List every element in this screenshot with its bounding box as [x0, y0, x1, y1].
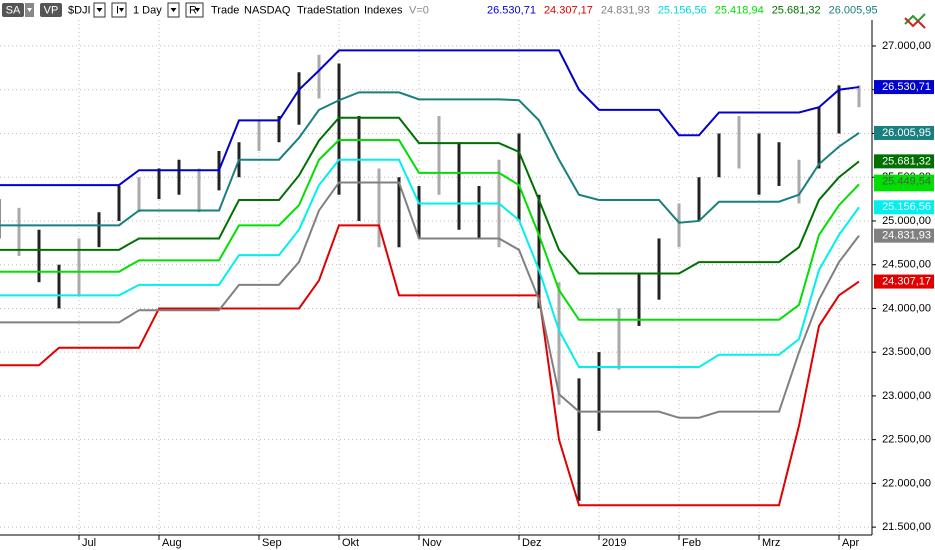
channel-line [0, 139, 860, 321]
dropdown-arrow [119, 8, 124, 12]
icon-up [904, 13, 926, 25]
session: Trade [211, 4, 239, 16]
x-tick-label: Sep [262, 537, 282, 549]
value-tag: 25.681,32 [882, 155, 931, 167]
value-tag: 26.530,71 [882, 81, 931, 93]
symbol[interactable]: $DJI [68, 4, 91, 16]
channel-line [0, 158, 860, 369]
legend-value: 26.530,71 [487, 4, 536, 16]
price-tag-bg [874, 174, 934, 189]
data-source: TradeStation [297, 4, 360, 16]
i-label[interactable]: I [116, 4, 119, 16]
x-tick-label: Nov [422, 537, 442, 549]
value-tag-bg [874, 274, 934, 289]
grid [0, 20, 872, 535]
sa-button[interactable] [2, 3, 24, 17]
y-tick-label: 23.000,00 [882, 390, 931, 402]
vp-label[interactable]: VP [44, 4, 59, 16]
value-tag-bg [874, 80, 934, 95]
dropdown-arrow [27, 8, 32, 12]
r-label[interactable]: R [189, 4, 197, 16]
value-tag: 25.156,56 [882, 201, 931, 213]
legend-value: 26.005,95 [829, 4, 878, 16]
legend-value: 25.418,94 [715, 4, 764, 16]
dropdown-arrow [96, 8, 103, 12]
price-tag: 25.449,54 [882, 176, 931, 188]
y-tick-label: 27.000,00 [882, 40, 931, 52]
value-tag: 24.831,93 [882, 230, 931, 242]
y-tick-label: 21.500,00 [882, 521, 931, 533]
sa-label[interactable]: SA [6, 4, 21, 16]
y-tick-label: 23.500,00 [882, 346, 931, 358]
exchange: NASDAQ [244, 4, 291, 16]
trend-icon[interactable] [904, 13, 926, 29]
x-tick-label: Dez [522, 537, 542, 549]
y-tick-label: 22.000,00 [882, 477, 931, 489]
x-tick-label: Mrz [762, 537, 780, 549]
x-axis: Jul Aug Sep Okt Nov Dez 2019 Feb Mrz Apr [0, 534, 872, 549]
volume: V=0 [409, 4, 429, 16]
legend-value: 25.156,56 [658, 4, 707, 16]
x-tick-label: Apr [842, 537, 859, 549]
channel-line [0, 181, 860, 419]
icon-down [904, 17, 926, 29]
channel-line [0, 224, 860, 507]
i-toggle[interactable] [111, 2, 127, 18]
value-tag: 24.307,17 [882, 275, 931, 287]
value-tag-bg [874, 125, 934, 140]
x-tick-label: 2019 [602, 537, 626, 549]
legend: 26.530,71 24.307,17 24.831,93 25.156,56 25.4… [487, 4, 878, 16]
dropdown-arrow [170, 8, 177, 12]
y-tick-label: 25.000,00 [882, 215, 931, 227]
value-tag: 26.005,95 [882, 127, 931, 139]
interval[interactable]: 1 Day [133, 4, 162, 16]
channel-line [0, 91, 860, 227]
y-axis: 21.500,00 22.000,00 22.500,00 23.000,00 23.5… [871, 0, 934, 535]
category: Indexes [364, 4, 403, 16]
channel-line [0, 116, 860, 275]
r-toggle[interactable] [185, 2, 204, 18]
plot [0, 49, 861, 507]
x-tick-label: Jul [82, 537, 96, 549]
y-tick-label: 24.000,00 [882, 302, 931, 314]
value-tag-bg [874, 228, 934, 243]
dropdown-arrow [195, 8, 200, 12]
legend-value: 25.681,32 [772, 4, 821, 16]
toolbar: SA VP $DJI I 1 Day R Trade NASDAQ TradeS… [0, 0, 935, 29]
value-tag-bg [874, 154, 934, 169]
toolbar-bg [0, 0, 935, 20]
value-tag-bg [874, 200, 934, 215]
channel-line [0, 49, 860, 187]
y-tick-label: 22.500,00 [882, 434, 931, 446]
legend-value: 24.831,93 [601, 4, 650, 16]
y-tick-label: 24.500,00 [882, 259, 931, 271]
legend-value: 24.307,17 [544, 4, 593, 16]
x-tick-label: Feb [682, 537, 701, 549]
x-tick-label: Okt [342, 537, 359, 549]
vp-button[interactable] [40, 3, 62, 17]
x-tick-label: Aug [162, 537, 182, 549]
